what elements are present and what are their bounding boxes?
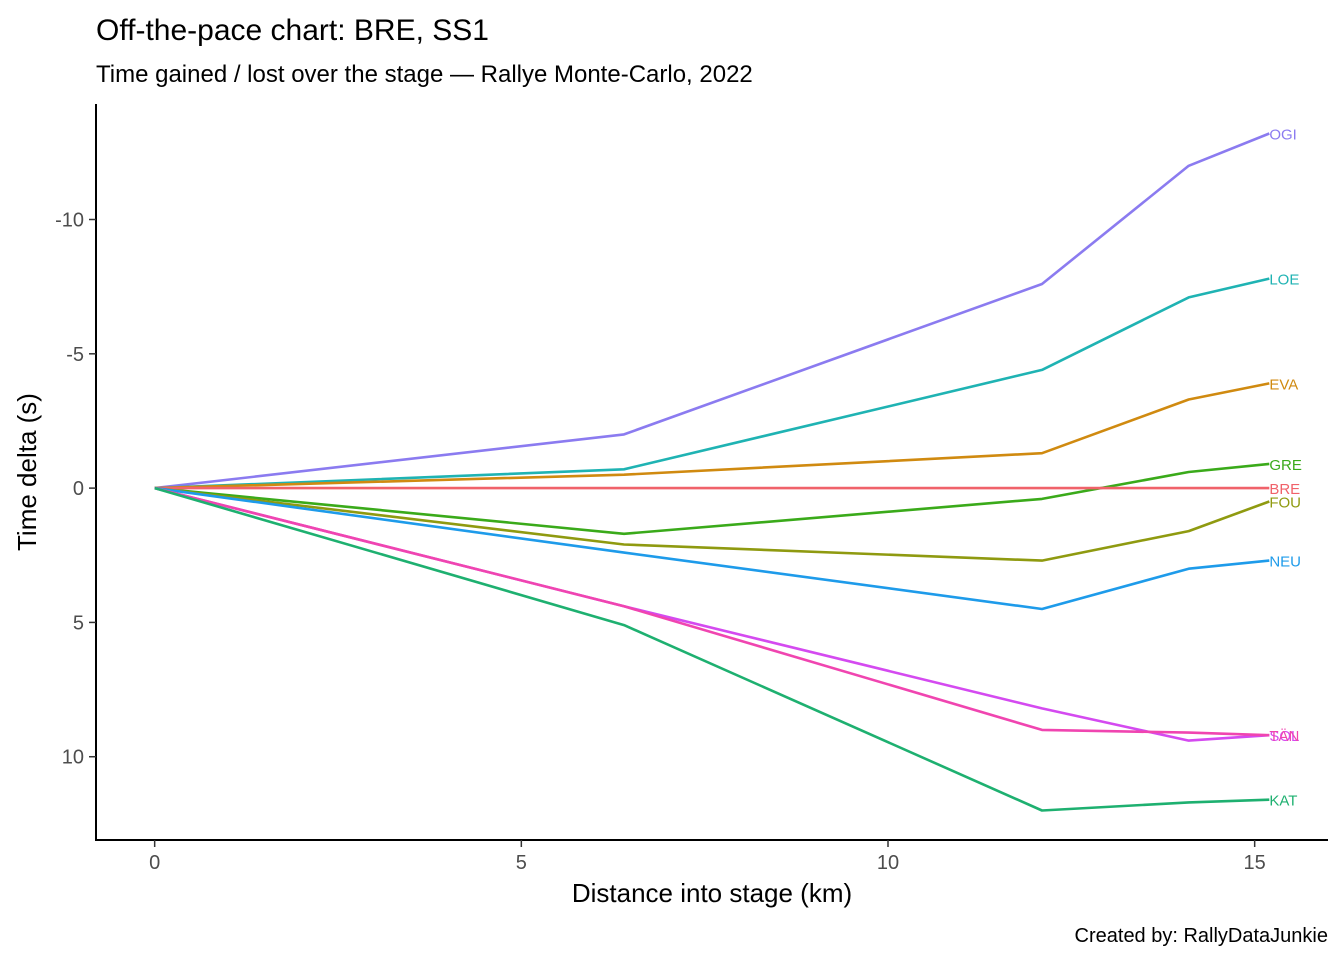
series-label-neu: NEU	[1269, 554, 1301, 571]
series-line-ogi	[154, 132, 1270, 490]
series-line-gre	[154, 462, 1270, 536]
y-tick-label: -10	[55, 210, 84, 232]
x-tick-label: 5	[516, 852, 527, 874]
chart-title: Off-the-pace chart: BRE, SS1	[96, 14, 489, 47]
x-tick-label: 15	[1244, 852, 1266, 874]
x-axis-ticks: 0 5 10 15	[149, 840, 1266, 874]
series-line-eva	[154, 382, 1270, 490]
y-tick-label: 5	[73, 612, 84, 634]
series-label-sol: SOL	[1269, 728, 1299, 745]
y-axis-label: Time delta (s)	[12, 393, 42, 551]
chart-subtitle: Time gained / lost over the stage — Rall…	[96, 61, 753, 88]
series-line-tn	[154, 486, 1270, 737]
y-tick-label: 0	[73, 478, 84, 500]
series-label-ogi: OGI	[1269, 127, 1297, 144]
series-label-fou: FOU	[1269, 495, 1301, 512]
series-line-neu	[154, 486, 1270, 611]
series-label-kat: KAT	[1269, 793, 1297, 810]
series-line-kat	[154, 486, 1270, 812]
series-label-bre: BRE	[1269, 481, 1300, 498]
series-label-loe: LOE	[1269, 272, 1299, 289]
series-label-gre: GRE	[1269, 457, 1302, 474]
x-tick-label: 10	[877, 852, 899, 874]
x-tick-label: 0	[149, 852, 160, 874]
series-line-fou	[154, 486, 1270, 562]
series-line-loe	[154, 277, 1270, 490]
y-axis-ticks: -10 -5 0 5 10	[55, 210, 96, 769]
y-tick-label: -5	[66, 344, 84, 366]
series-label-eva: EVA	[1269, 376, 1298, 393]
x-axis-label: Distance into stage (km)	[572, 878, 852, 908]
series-label-tn: TÄN	[1269, 728, 1299, 745]
y-tick-label: 10	[62, 747, 84, 769]
chart-caption: Created by: RallyDataJunkie	[1075, 925, 1328, 947]
